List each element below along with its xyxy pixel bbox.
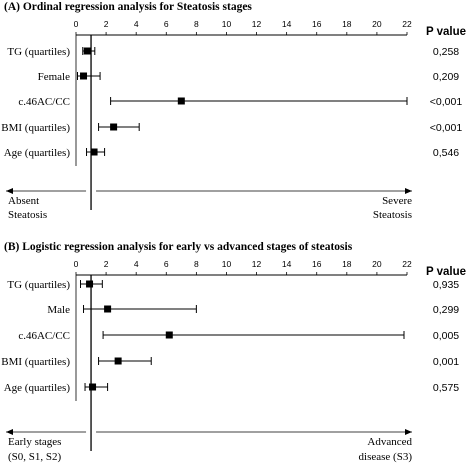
pvalue-header: P value xyxy=(426,266,466,278)
row-pvalue: 0,935 xyxy=(433,279,459,291)
estimate-marker xyxy=(177,97,185,105)
row-pvalue: <0,001 xyxy=(430,122,463,134)
x-tick-label: 12 xyxy=(252,19,262,29)
x-tick-label: 0 xyxy=(74,19,79,29)
row-pvalue: 0,299 xyxy=(433,304,459,316)
x-tick-label: 16 xyxy=(312,19,322,29)
x-tick-label: 12 xyxy=(252,259,262,269)
left-direction-label: Steatosis xyxy=(8,209,47,221)
row-label: TG (quartiles) xyxy=(7,279,70,291)
x-tick-label: 2 xyxy=(104,259,109,269)
left-arrow-head xyxy=(6,429,13,435)
pvalue-header: P value xyxy=(426,26,466,38)
right-direction-label: Severe xyxy=(382,195,412,207)
x-tick-label: 20 xyxy=(372,259,382,269)
row-label: TG (quartiles) xyxy=(7,46,70,58)
x-tick-label: 4 xyxy=(134,19,139,29)
panel-title-text: Ordinal regression analysis for Steatosi… xyxy=(23,1,253,13)
row-label: c.46AC/CC xyxy=(18,96,70,108)
estimate-marker xyxy=(89,383,97,391)
estimate-marker xyxy=(165,331,173,339)
x-tick-label: 6 xyxy=(164,19,169,29)
x-tick-label: 10 xyxy=(222,259,232,269)
panel-tag: (B) xyxy=(4,241,22,253)
right-direction-label: Advanced xyxy=(367,436,412,448)
row-label: Age (quartiles) xyxy=(4,382,71,394)
estimate-marker xyxy=(90,148,98,156)
x-tick-label: 18 xyxy=(342,19,352,29)
x-tick-label: 22 xyxy=(402,259,412,269)
row-pvalue: 0,258 xyxy=(433,46,459,58)
estimate-marker xyxy=(104,305,112,313)
estimate-marker xyxy=(110,123,118,131)
x-tick-label: 8 xyxy=(194,259,199,269)
row-label: BMI (quartiles) xyxy=(1,356,70,368)
left-direction-label: Absent xyxy=(8,195,39,207)
estimate-marker xyxy=(80,72,88,80)
x-tick-label: 20 xyxy=(372,19,382,29)
left-direction-label: (S0, S1, S2) xyxy=(8,451,62,463)
panel-title: (A) Ordinal regression analysis for Stea… xyxy=(4,1,252,13)
x-tick-label: 14 xyxy=(282,259,292,269)
x-tick-label: 14 xyxy=(282,19,292,29)
row-label: Male xyxy=(47,304,70,316)
row-label: Female xyxy=(38,71,70,83)
x-tick-label: 6 xyxy=(164,259,169,269)
x-tick-label: 2 xyxy=(104,19,109,29)
row-label: Age (quartiles) xyxy=(4,147,71,159)
row-label: BMI (quartiles) xyxy=(1,122,70,134)
x-tick-label: 8 xyxy=(194,19,199,29)
panel-a: (A) Ordinal regression analysis for Stea… xyxy=(1,1,466,221)
row-pvalue: 0,546 xyxy=(433,147,459,159)
row-pvalue: 0,209 xyxy=(433,71,459,83)
row-label: c.46AC/CC xyxy=(18,330,70,342)
x-tick-label: 0 xyxy=(74,259,79,269)
panel-title: (B) Logistic regression analysis for ear… xyxy=(4,241,353,253)
right-arrow-head xyxy=(405,429,412,435)
right-direction-label: Steatosis xyxy=(373,209,412,221)
row-pvalue: <0,001 xyxy=(430,96,463,108)
x-tick-label: 16 xyxy=(312,259,322,269)
estimate-marker xyxy=(83,47,91,55)
x-tick-label: 4 xyxy=(134,259,139,269)
estimate-marker xyxy=(114,357,122,365)
estimate-marker xyxy=(86,280,94,288)
panel-title-text: Logistic regression analysis for early v… xyxy=(22,241,352,253)
panel-tag: (A) xyxy=(4,1,23,13)
row-pvalue: 0,005 xyxy=(433,330,459,342)
panel-b: (B) Logistic regression analysis for ear… xyxy=(1,241,466,463)
x-tick-label: 10 xyxy=(222,19,232,29)
x-tick-label: 22 xyxy=(402,19,412,29)
row-pvalue: 0,575 xyxy=(433,382,459,394)
x-tick-label: 18 xyxy=(342,259,352,269)
right-direction-label: disease (S3) xyxy=(359,451,413,463)
row-pvalue: 0,001 xyxy=(433,356,459,368)
left-direction-label: Early stages xyxy=(8,436,61,448)
right-arrow-head xyxy=(405,188,412,194)
left-arrow-head xyxy=(6,188,13,194)
